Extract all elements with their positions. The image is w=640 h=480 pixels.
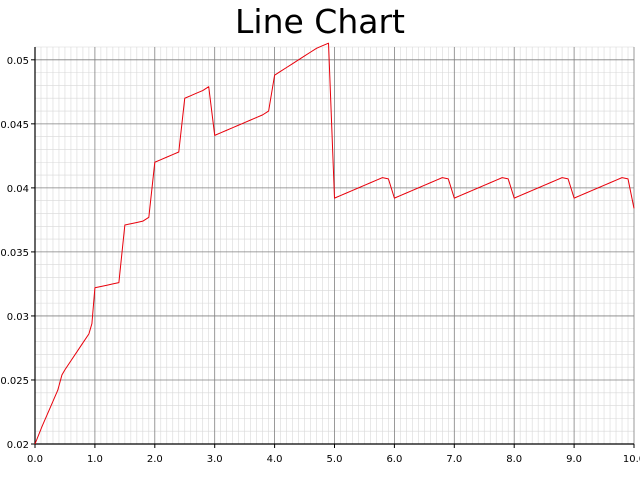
x-tick-label: 9.0 [566, 454, 582, 465]
x-axis-ticks: 0.0 1.0 2.0 3.0 4.0 5.0 6.0 7.0 8.0 9.0 10.0 [27, 444, 640, 465]
y-tick-label: 0.025 [0, 376, 29, 387]
x-tick-label: 5.0 [327, 454, 343, 465]
x-tick-label: 6.0 [386, 454, 402, 465]
chart-title: Line Chart [235, 2, 405, 41]
y-tick-label: 0.02 [7, 440, 29, 451]
y-axis-ticks: 0.02 0.025 0.03 0.035 0.04 0.045 0.05 [0, 56, 35, 451]
x-tick-label: 10.0 [623, 454, 640, 465]
series-line-0 [34, 42, 635, 445]
y-tick-label: 0.045 [0, 120, 29, 131]
y-tick-label: 0.04 [7, 184, 29, 195]
x-tick-label: 4.0 [267, 454, 283, 465]
y-tick-label: 0.035 [0, 248, 29, 259]
y-tick-label: 0.03 [7, 312, 29, 323]
minor-grid [35, 46, 634, 444]
x-tick-label: 1.0 [87, 454, 103, 465]
x-tick-label: 0.0 [27, 454, 43, 465]
x-tick-label: 8.0 [506, 454, 522, 465]
x-tick-label: 2.0 [147, 454, 163, 465]
x-tick-label: 3.0 [207, 454, 223, 465]
y-tick-label: 0.05 [7, 56, 29, 67]
series-group [34, 42, 635, 445]
x-tick-label: 7.0 [446, 454, 462, 465]
